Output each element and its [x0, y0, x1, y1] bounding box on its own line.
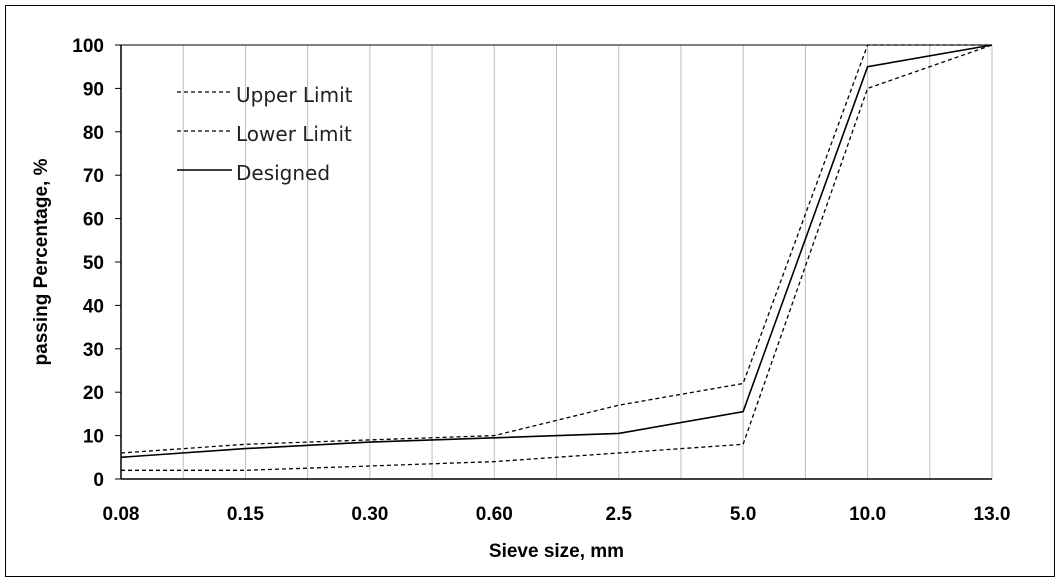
x-tick-labels: 0.08 0.15 0.30 0.60 2.5 5.0 10.0 13.0 — [103, 504, 1011, 525]
x-tick-label: 0.60 — [476, 504, 513, 525]
x-tick-label: 10.0 — [849, 504, 886, 525]
legend-label: Lower Limit — [236, 122, 352, 146]
y-tick-label: 20 — [83, 383, 104, 404]
x-axis-title: Sieve size, mm — [489, 541, 624, 562]
x-tick-label: 13.0 — [974, 504, 1011, 525]
legend: Upper Limit Lower Limit Designed — [177, 83, 353, 185]
x-tick-label: 0.30 — [351, 504, 388, 525]
x-tick-label: 2.5 — [606, 504, 633, 525]
y-tick-label: 10 — [83, 427, 104, 448]
series-line — [120, 44, 992, 454]
y-tick-label: 50 — [83, 253, 104, 274]
x-tick-label: 5.0 — [730, 504, 756, 525]
y-tick-label: 0 — [93, 470, 104, 491]
y-tick-label: 70 — [83, 166, 104, 187]
axes — [115, 44, 992, 480]
y-tick-label: 90 — [83, 79, 104, 100]
grid-lines — [120, 45, 993, 479]
y-tick-label: 30 — [83, 340, 104, 361]
y-tick-label: 60 — [83, 210, 104, 231]
x-tick-label: 0.15 — [227, 504, 264, 525]
series-line — [121, 44, 993, 471]
y-tick-label: 100 — [72, 36, 104, 57]
y-tick-labels: 0 10 20 30 40 50 60 70 80 90 100 — [72, 36, 104, 491]
chart-frame — [5, 5, 1055, 577]
x-tick-label: 0.08 — [103, 504, 140, 525]
y-tick-label: 40 — [83, 296, 104, 317]
series-line — [120, 44, 993, 459]
y-tick-label: 80 — [83, 123, 104, 144]
legend-label: Designed — [236, 161, 330, 185]
legend-label: Upper Limit — [236, 83, 353, 107]
series-lines — [120, 44, 993, 471]
y-axis-title: passing Percentage, % — [31, 158, 52, 365]
